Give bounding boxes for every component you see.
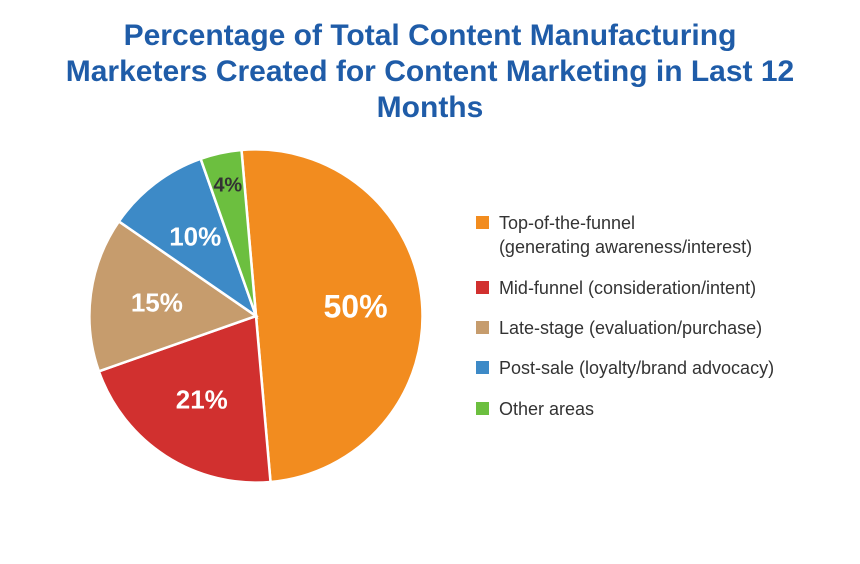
chart-content: 50% 21% 15% 10% 4% Top-of-the-funnel (genera… [0,146,860,486]
legend-label-post_sale: Post-sale (loyalty/brand advocacy) [499,356,774,380]
legend-item-mid_funnel: Mid-funnel (consideration/intent) [476,276,774,300]
legend-label-late_stage: Late-stage (evaluation/purchase) [499,316,762,340]
legend-item-post_sale: Post-sale (loyalty/brand advocacy) [476,356,774,380]
chart-title: Percentage of Total Content Manufacturin… [0,18,860,126]
legend-item-late_stage: Late-stage (evaluation/purchase) [476,316,774,340]
legend-label-top_funnel: Top-of-the-funnel (generating awareness/… [499,211,752,260]
legend-label-mid_funnel: Mid-funnel (consideration/intent) [499,276,756,300]
legend: Top-of-the-funnel (generating awareness/… [476,211,774,421]
legend-swatch-top_funnel [476,216,489,229]
legend-swatch-post_sale [476,361,489,374]
legend-swatch-late_stage [476,321,489,334]
legend-label-other: Other areas [499,397,594,421]
pie-label-late_stage: 15% [131,287,183,318]
legend-item-top_funnel: Top-of-the-funnel (generating awareness/… [476,211,774,260]
legend-swatch-mid_funnel [476,281,489,294]
legend-item-other: Other areas [476,397,774,421]
pie-label-other: 4% [213,174,242,197]
pie-chart: 50% 21% 15% 10% 4% [86,146,426,486]
legend-swatch-other [476,402,489,415]
pie-label-top_funnel: 50% [323,289,387,326]
pie-label-mid_funnel: 21% [176,385,228,416]
pie-label-post_sale: 10% [169,221,221,252]
